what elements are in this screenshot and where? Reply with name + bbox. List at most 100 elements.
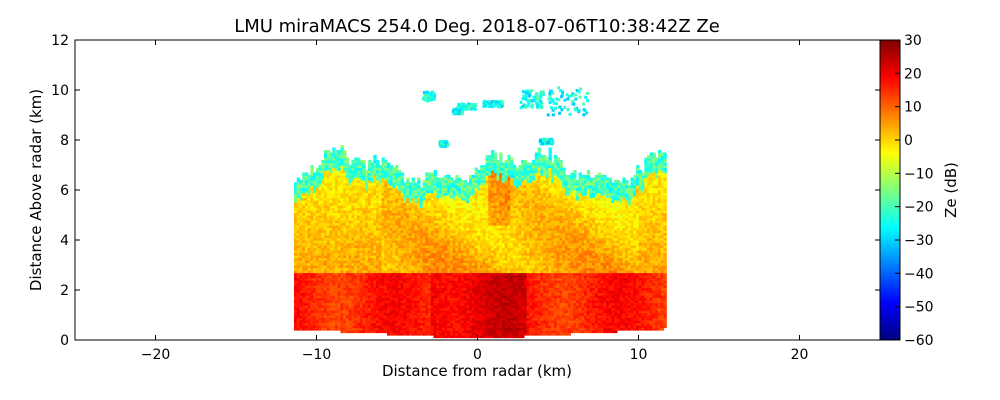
echo-cell — [345, 210, 350, 214]
echo-cell — [491, 222, 495, 226]
echo-cell — [326, 167, 331, 171]
echo-cell — [302, 245, 306, 249]
echo-cell — [365, 325, 369, 329]
echo-cell — [395, 197, 399, 201]
echo-cell — [463, 302, 467, 306]
echo-cell — [378, 180, 383, 184]
echo-cell — [469, 290, 473, 294]
echo-cell — [491, 322, 495, 326]
echo-cell — [387, 190, 391, 194]
echo-cell — [376, 312, 380, 316]
echo-cell — [395, 212, 399, 216]
echo-cell — [359, 230, 363, 234]
echo-cell — [296, 205, 301, 209]
echo-cell — [477, 292, 481, 296]
echo-cell — [307, 190, 311, 194]
echo-cell — [411, 245, 415, 249]
echo-cell — [362, 312, 366, 316]
echo-cell — [458, 260, 462, 264]
echo-cell — [449, 177, 454, 181]
echo-cell — [493, 152, 498, 156]
echo-cell — [491, 242, 495, 246]
echo-cell — [310, 182, 314, 186]
echo-cell — [496, 322, 500, 326]
echo-cell — [482, 307, 487, 311]
echo-cell — [488, 187, 492, 191]
echo-cell — [389, 315, 394, 319]
echo-cell — [493, 160, 498, 164]
echo-cell — [411, 205, 415, 209]
echo-cell — [370, 280, 374, 284]
echo-cell — [326, 267, 331, 271]
echo-cell — [469, 190, 473, 194]
echo-cell — [488, 202, 492, 206]
echo-cell — [471, 297, 476, 301]
echo-cell — [463, 180, 467, 184]
echo-cell — [452, 210, 457, 214]
echo-cell — [332, 205, 336, 209]
echo-cell — [395, 282, 399, 286]
echo-cell — [293, 287, 298, 291]
echo-cell — [469, 307, 473, 311]
echo-cell — [455, 225, 459, 229]
echo-cell — [378, 297, 383, 301]
echo-cell — [310, 202, 314, 206]
echo-cell — [428, 245, 432, 249]
echo-cell — [340, 160, 344, 164]
echo-cell — [469, 262, 473, 266]
echo-cell — [348, 217, 353, 221]
echo-cell — [304, 222, 309, 226]
echo-cell — [359, 242, 363, 246]
echo-cell — [343, 230, 347, 234]
echo-cell — [419, 265, 424, 269]
echo-cell — [485, 190, 489, 194]
echo-cell — [419, 282, 424, 286]
echo-cell — [378, 240, 383, 244]
echo-cell — [460, 230, 465, 234]
echo-cell — [348, 230, 353, 234]
echo-cell — [436, 185, 440, 189]
echo-cell — [441, 247, 446, 251]
echo-cell — [395, 232, 399, 236]
echo-cell — [340, 300, 344, 304]
echo-cell — [335, 192, 339, 196]
echo-cell — [365, 170, 369, 174]
echo-cell — [439, 275, 443, 279]
echo-cell — [304, 312, 309, 316]
echo-cell — [392, 325, 396, 329]
chart-title: LMU miraMACS 254.0 Deg. 2018-07-06T10:38… — [234, 16, 720, 37]
echo-cell — [439, 240, 443, 244]
echo-cell — [299, 200, 303, 204]
echo-cell — [392, 287, 396, 291]
echo-cell — [365, 295, 369, 299]
echo-cell — [296, 187, 301, 191]
echo-cell — [354, 295, 358, 299]
echo-cell — [384, 165, 388, 169]
echo-cell — [310, 167, 314, 171]
echo-cell — [387, 272, 391, 276]
echo-cell — [326, 240, 331, 244]
echo-cell — [332, 147, 336, 151]
echo-cell — [417, 275, 421, 279]
echo-cell — [345, 205, 350, 209]
echo-cell — [433, 237, 437, 241]
echo-cell — [482, 205, 487, 209]
echo-cell — [425, 205, 429, 209]
echo-cell — [463, 212, 467, 216]
echo-cell — [400, 227, 405, 231]
echo-cell — [458, 210, 462, 214]
echo-cell — [460, 255, 465, 259]
echo-cell — [293, 327, 298, 331]
echo-cell — [460, 210, 465, 214]
echo-cell — [458, 220, 462, 224]
echo-cell — [376, 222, 380, 226]
echo-cell — [422, 182, 426, 186]
echo-cell — [460, 265, 465, 269]
echo-cell — [351, 247, 355, 251]
echo-cell — [365, 175, 369, 179]
echo-cell — [354, 305, 358, 309]
echo-cell — [387, 275, 391, 279]
echo-cell — [362, 215, 366, 219]
echo-cell — [373, 275, 377, 279]
echo-cell — [367, 315, 372, 319]
